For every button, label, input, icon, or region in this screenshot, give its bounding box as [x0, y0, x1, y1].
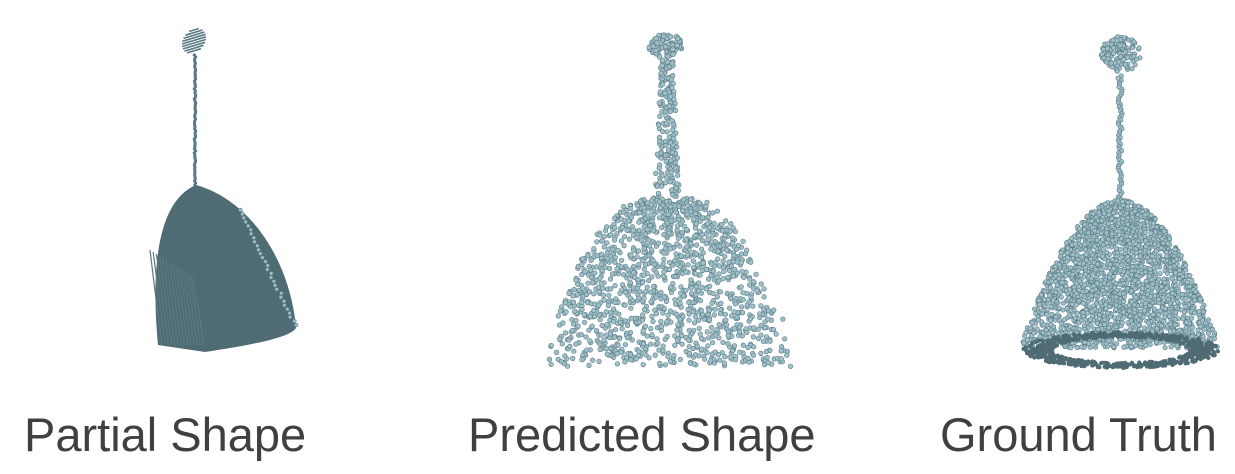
- ground-truth-points: [1020, 34, 1220, 370]
- partial-shape-points: [149, 27, 299, 352]
- caption-predicted-shape: Predicted Shape: [468, 408, 816, 461]
- caption-ground-truth: Ground Truth: [940, 408, 1217, 461]
- predicted-shape-points: [546, 32, 794, 369]
- caption-partial-shape: Partial Shape: [24, 408, 307, 461]
